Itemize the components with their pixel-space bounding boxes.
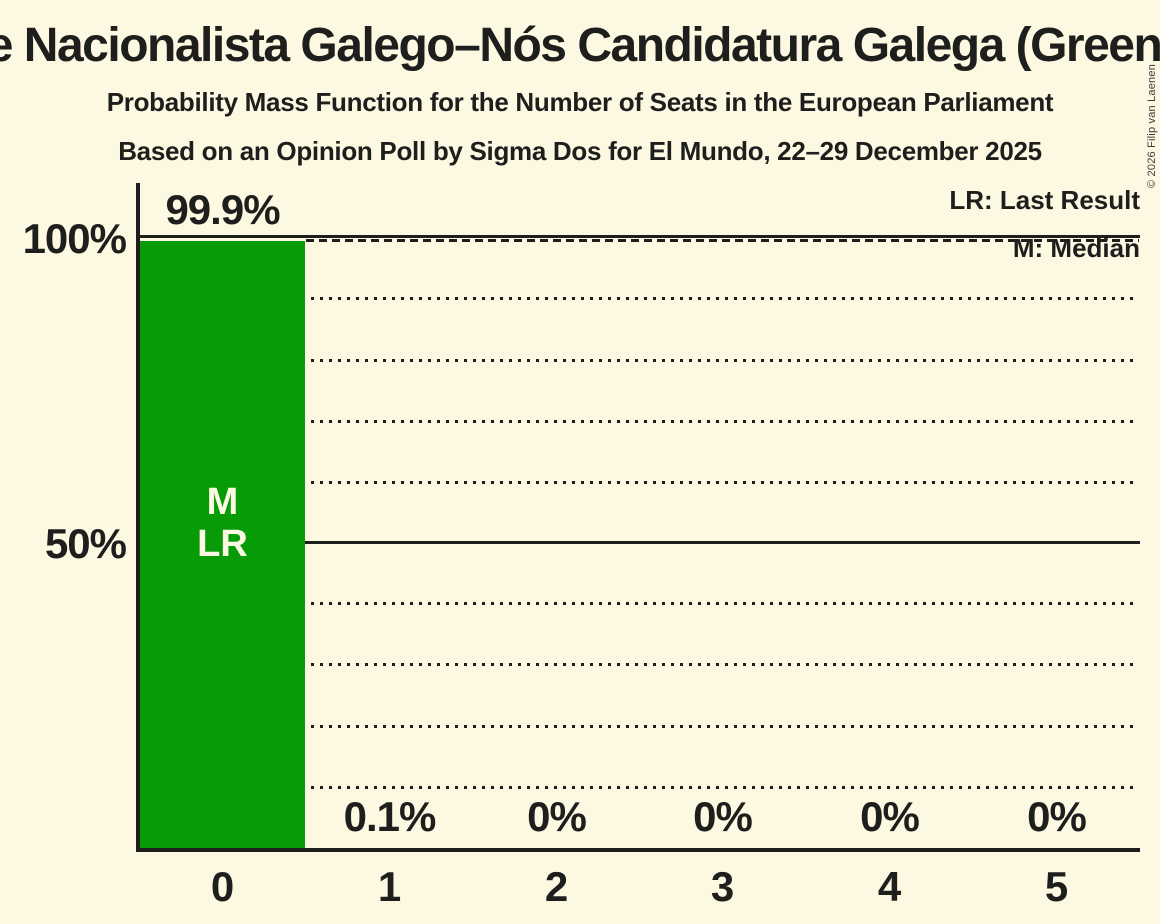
gridline-20 [140, 725, 1139, 728]
value-label-seat-0: 99.9% [165, 186, 280, 233]
chart-subtitle: Probability Mass Function for the Number… [106, 87, 1054, 117]
gridline-60 [140, 481, 1139, 484]
y-tick-label-50: 50% [44, 520, 127, 567]
x-tick-label-1: 1 [377, 863, 402, 910]
last-result-marker: LR [197, 523, 248, 565]
legend-last-result-label: LR: Last Result [949, 185, 1140, 215]
bar-seat-0 [140, 240, 305, 848]
value-label-seat-3: 0% [693, 793, 753, 840]
gridline-40 [140, 602, 1139, 605]
chart-title: Bloque Nacionalista Galego–Nós Candidatu… [0, 19, 1160, 72]
y-axis-line [136, 183, 140, 852]
x-axis-line [136, 848, 1140, 852]
gridline-80 [140, 359, 1139, 362]
median-marker: M [206, 481, 239, 523]
x-tick-label-2: 2 [544, 863, 569, 910]
bar-top-dashed-line [306, 238, 1139, 242]
bar-annotation-median-last-result: M LR [139, 481, 306, 565]
value-label-seat-5: 0% [1027, 793, 1087, 840]
copyright-notice: © 2026 Filip van Laenen [1146, 63, 1158, 188]
value-label-seat-1: 0.1% [343, 793, 437, 840]
value-label-seat-2: 0% [527, 793, 587, 840]
x-tick-label-0: 0 [210, 863, 235, 910]
gridline-90 [140, 297, 1139, 300]
x-tick-label-4: 4 [877, 863, 902, 910]
x-tick-label-5: 5 [1044, 863, 1069, 910]
gridline-70 [140, 420, 1139, 423]
chart-source-line: Based on an Opinion Poll by Sigma Dos fo… [118, 136, 1042, 166]
x-tick-label-3: 3 [710, 863, 735, 910]
gridline-50 [138, 541, 1140, 544]
gridline-100 [138, 235, 1140, 238]
gridline-30 [140, 663, 1139, 666]
value-label-seat-4: 0% [860, 793, 920, 840]
gridline-10 [140, 786, 1139, 789]
legend-median-label: M: Median [1012, 233, 1140, 263]
y-tick-label-100: 100% [22, 215, 127, 262]
